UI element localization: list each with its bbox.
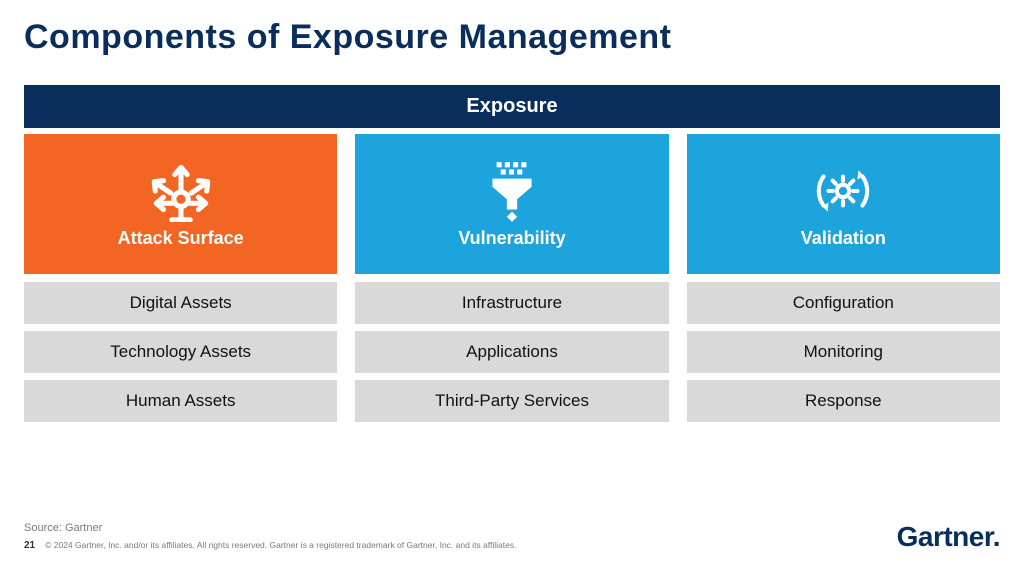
source-text: Source: Gartner bbox=[24, 522, 1000, 534]
pillar-label: Vulnerability bbox=[458, 228, 565, 249]
attack-surface-icon bbox=[145, 160, 217, 222]
brand-logo: Gartner. bbox=[897, 521, 1000, 553]
pillar-label: Validation bbox=[801, 228, 886, 249]
slide-title: Components of Exposure Management bbox=[24, 18, 1000, 57]
copyright-text: © 2024 Gartner, Inc. and/or its affiliat… bbox=[45, 540, 516, 550]
column-validation: Validation Configuration Monitoring Resp… bbox=[687, 134, 1000, 429]
page-number: 21 bbox=[24, 540, 35, 551]
pillar-columns: Attack Surface Digital Assets Technology… bbox=[24, 134, 1000, 429]
pillar-validation: Validation bbox=[687, 134, 1000, 274]
exposure-header-bar: Exposure bbox=[24, 85, 1000, 128]
list-item: Monitoring bbox=[687, 331, 1000, 373]
column-attack-surface: Attack Surface Digital Assets Technology… bbox=[24, 134, 337, 429]
column-vulnerability: Vulnerability Infrastructure Application… bbox=[355, 134, 668, 429]
list-item: Third-Party Services bbox=[355, 380, 668, 422]
pillar-vulnerability: Vulnerability bbox=[355, 134, 668, 274]
validation-icon bbox=[807, 160, 879, 222]
list-item: Applications bbox=[355, 331, 668, 373]
pillar-label: Attack Surface bbox=[118, 228, 244, 249]
vulnerability-icon bbox=[476, 160, 548, 222]
list-item: Response bbox=[687, 380, 1000, 422]
list-item: Digital Assets bbox=[24, 282, 337, 324]
slide-footer: Source: Gartner 21 © 2024 Gartner, Inc. … bbox=[24, 522, 1000, 551]
pillar-attack-surface: Attack Surface bbox=[24, 134, 337, 274]
list-item: Infrastructure bbox=[355, 282, 668, 324]
list-item: Technology Assets bbox=[24, 331, 337, 373]
list-item: Human Assets bbox=[24, 380, 337, 422]
list-item: Configuration bbox=[687, 282, 1000, 324]
